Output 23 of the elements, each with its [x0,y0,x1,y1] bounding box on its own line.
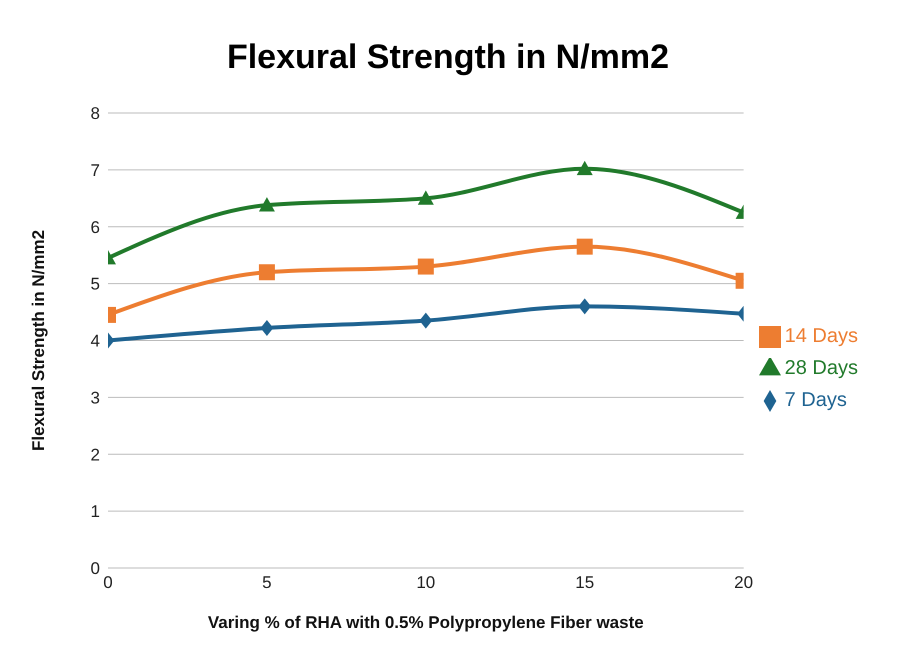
x-tick-label: 0 [103,573,113,592]
y-tick-label: 2 [90,445,100,464]
legend-label: 7 Days [784,389,847,411]
y-tick-label: 4 [90,332,100,351]
x-axis-title: Varing % of RHA with 0.5% Polypropylene Fiber waste [208,613,644,632]
x-tick-label: 5 [262,573,272,592]
point [418,258,434,275]
y-tick-label: 7 [90,160,100,180]
y-tick-label: 3 [90,388,100,408]
x-tick-label: 10 [416,573,436,592]
y-tick-label: 0 [90,559,100,578]
y-tick-label: 6 [90,218,100,237]
y-tick-label: 5 [90,274,100,294]
x-tick-label: 15 [575,573,594,592]
y-tick-label: 8 [90,104,100,124]
legend-label: 28 Days [784,357,858,379]
chart-title: Flexural Strength in N/mm2 [226,37,670,78]
y-tick-label: 1 [90,502,100,522]
x-tick-label: 20 [734,573,754,592]
y-axis-title: Flexural Strength in N/mm2 [29,230,48,452]
point [418,190,434,205]
legend-label: 14 Days [784,325,858,347]
point [419,312,432,329]
